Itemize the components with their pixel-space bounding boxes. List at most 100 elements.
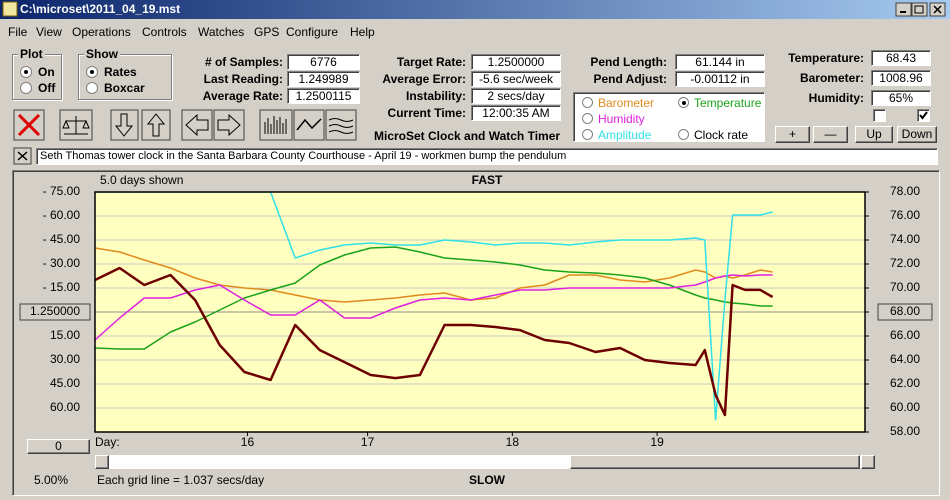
y2-tick-label: 74.00 <box>890 232 920 246</box>
y2-tick-label: 66.00 <box>890 328 920 342</box>
y2-tick-label: 58.00 <box>890 424 920 438</box>
menu-item[interactable]: Watches <box>198 25 245 39</box>
sensor-radio[interactable] <box>582 113 593 124</box>
scroll-right[interactable] <box>861 455 875 469</box>
radio[interactable] <box>20 66 32 78</box>
field-value: 6776 <box>287 54 360 70</box>
offset-box[interactable]: 0 <box>27 439 90 454</box>
sensor-radio[interactable] <box>582 97 593 108</box>
y2-tick-label: 60.00 <box>890 400 920 414</box>
field-value: 1.249989 <box>287 71 360 87</box>
field-label: Average Rate: <box>202 89 283 103</box>
y-tick-label: 30.00 <box>50 352 80 366</box>
tick-box <box>19 303 91 321</box>
button[interactable]: Up <box>855 126 893 143</box>
field-value: 2 secs/day <box>471 88 561 104</box>
field-label: Average Error: <box>382 72 466 86</box>
radio[interactable] <box>86 82 98 94</box>
radio[interactable] <box>86 66 98 78</box>
y2-tick-label: 72.00 <box>890 256 920 270</box>
field-value: 1.2500000 <box>471 54 561 70</box>
menu-item[interactable]: File <box>8 25 28 39</box>
field-value: 61.144 in <box>675 54 765 70</box>
radio[interactable] <box>20 82 32 94</box>
series-line <box>95 246 773 350</box>
series-group <box>95 192 774 421</box>
field-label: # of Samples: <box>204 55 283 69</box>
radio-label[interactable]: Off <box>38 81 56 95</box>
radio-label[interactable]: On <box>38 65 55 79</box>
series-line <box>95 247 773 303</box>
field-value: 12:00:35 AM <box>471 105 561 121</box>
sensor-label[interactable]: Clock rate <box>694 128 749 142</box>
checkbox[interactable] <box>873 109 886 122</box>
plot-border <box>94 191 866 433</box>
sensor-radio[interactable] <box>582 129 593 140</box>
field-value: -0.00112 in <box>675 71 765 87</box>
y-tick-label: 15.00 <box>50 328 80 342</box>
span-label: 5.0 days shown <box>100 173 183 187</box>
y2-tick-label: 78.00 <box>890 184 920 198</box>
sensor-label[interactable]: Temperature <box>694 96 762 110</box>
field-value: 1008.96 <box>871 70 931 86</box>
field-label: Pend Length: <box>590 55 667 69</box>
y-tick-label: - 15.00 <box>43 280 81 294</box>
y-tick-label: - 60.00 <box>43 208 81 222</box>
x-tick-label: 17 <box>361 435 375 449</box>
sensor-radio[interactable] <box>678 97 689 108</box>
checkbox[interactable] <box>917 109 930 122</box>
y2-tick-label: 70.00 <box>890 280 920 294</box>
series-line <box>95 266 774 417</box>
button[interactable]: + <box>775 126 810 143</box>
button[interactable]: Down <box>897 126 937 143</box>
menu-item[interactable]: View <box>36 25 62 39</box>
window-title: C:\microset\2011_04_19.mst <box>20 2 181 16</box>
app-title: MicroSet Clock and Watch Timer <box>374 129 561 143</box>
field-label: Instability: <box>405 89 466 103</box>
y-tick-label: 1.250000 <box>30 304 80 318</box>
menu-item[interactable]: Help <box>350 25 375 39</box>
button[interactable]: — <box>813 126 848 143</box>
field-label: Target Rate: <box>396 55 466 69</box>
zoom-label: 5.00% <box>34 473 68 487</box>
sensor-radio[interactable] <box>678 129 689 140</box>
app-icon <box>2 1 18 17</box>
fast-label: FAST <box>472 173 503 187</box>
scroll-left[interactable] <box>95 455 109 469</box>
field-label: Humidity: <box>808 91 864 105</box>
grid-note: Each grid line = 1.037 secs/day <box>97 473 264 487</box>
series-line <box>95 274 773 341</box>
group-box <box>78 54 172 100</box>
group-label: Plot <box>18 47 45 61</box>
sensor-label[interactable]: Barometer <box>598 96 655 110</box>
y2-tick-label: 64.00 <box>890 352 920 366</box>
y2-tick-label: 62.00 <box>890 376 920 390</box>
radio-label[interactable]: Rates <box>104 65 137 79</box>
x-tick-label: 19 <box>650 435 664 449</box>
y-tick-label: 45.00 <box>50 376 80 390</box>
sensor-label[interactable]: Amplitude <box>598 128 652 142</box>
y-tick-label: - 75.00 <box>43 184 81 198</box>
x-tick-label: 18 <box>506 435 520 449</box>
title-bar: C:\microset\2011_04_19.mst <box>0 0 950 19</box>
check-mark <box>919 111 928 120</box>
sensor-label[interactable]: Humidity <box>598 112 645 126</box>
field-label: Barometer: <box>799 71 864 85</box>
menu-item[interactable]: Controls <box>142 25 187 39</box>
y-tick-label: - 45.00 <box>43 232 81 246</box>
scroll-thumb[interactable] <box>570 455 860 469</box>
toolbar[interactable] <box>13 109 357 165</box>
radio-label[interactable]: Boxcar <box>104 81 145 95</box>
window-buttons[interactable] <box>895 2 946 17</box>
group-label: Show <box>84 47 120 61</box>
menu-item[interactable]: Configure <box>286 25 339 39</box>
menu-item[interactable]: Operations <box>72 25 131 39</box>
menu-item[interactable]: GPS <box>254 25 280 39</box>
y2-tick-label: 76.00 <box>890 208 920 222</box>
slow-label: SLOW <box>469 473 506 487</box>
note-field[interactable]: Seth Thomas tower clock in the Santa Bar… <box>36 148 938 165</box>
field-value: -5.6 sec/week <box>471 71 561 87</box>
field-label: Current Time: <box>387 106 466 120</box>
static-icons <box>2 1 946 165</box>
